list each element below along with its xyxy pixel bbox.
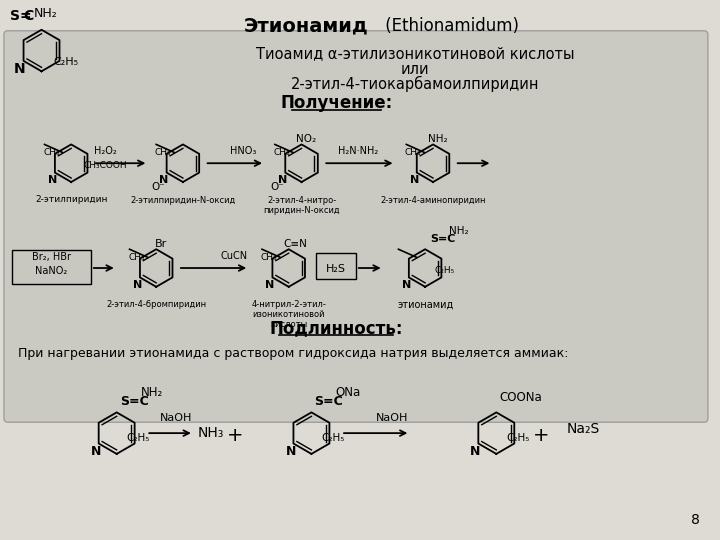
Text: C: C — [24, 9, 34, 23]
Text: NH₂: NH₂ — [140, 386, 163, 399]
Text: 4-нитрил-2-этил-
изоникотиновой
кислоты: 4-нитрил-2-этил- изоникотиновой кислоты — [251, 300, 326, 329]
Text: NaNO₂: NaNO₂ — [35, 266, 68, 276]
Text: 8: 8 — [691, 513, 700, 527]
Text: Br₂, HBr: Br₂, HBr — [32, 252, 71, 262]
Text: NaOH: NaOH — [377, 413, 409, 423]
Text: O⁻: O⁻ — [270, 182, 284, 192]
Text: H₂S: H₂S — [326, 264, 346, 274]
Text: C₂H₅: C₂H₅ — [322, 433, 345, 443]
Text: +: + — [227, 426, 243, 444]
Text: При нагревании этионамида с раствором гидроксида натрия выделяется аммиак:: При нагревании этионамида с раствором ги… — [18, 347, 568, 360]
Text: 2-этил-4-тиокарбамоилпиридин: 2-этил-4-тиокарбамоилпиридин — [291, 76, 539, 92]
Text: Этионамид: Этионамид — [244, 17, 369, 36]
FancyBboxPatch shape — [12, 250, 91, 284]
Text: CH₃: CH₃ — [405, 148, 422, 157]
Text: S=C: S=C — [315, 395, 343, 408]
Text: O⁻: O⁻ — [151, 182, 165, 192]
Text: C₂H₅: C₂H₅ — [54, 57, 78, 68]
Text: этионамид: этионамид — [397, 300, 454, 309]
Text: +: + — [533, 426, 549, 444]
FancyBboxPatch shape — [4, 31, 708, 422]
Text: CH₃: CH₃ — [274, 148, 290, 157]
Text: Br: Br — [155, 239, 167, 249]
Text: N: N — [470, 446, 481, 458]
Text: N: N — [410, 175, 419, 185]
Text: Получение:: Получение: — [280, 94, 392, 112]
Text: 2-этилпиридин-N-оксид: 2-этилпиридин-N-оксид — [130, 196, 235, 205]
Text: CH₃: CH₃ — [128, 253, 145, 262]
Text: CuCN: CuCN — [221, 251, 248, 261]
Text: N: N — [14, 62, 26, 76]
Text: C₂H₅: C₂H₅ — [435, 266, 455, 275]
Text: Подлинность:: Подлинность: — [269, 320, 403, 338]
Text: C₂H₅: C₂H₅ — [127, 433, 150, 443]
Text: COONa: COONa — [499, 392, 542, 404]
Text: H₂O₂: H₂O₂ — [94, 146, 117, 156]
Text: NH₂: NH₂ — [449, 226, 469, 237]
Text: C₂H₅: C₂H₅ — [506, 433, 530, 443]
Text: 2-этил-4-бромпиридин: 2-этил-4-бромпиридин — [106, 300, 206, 309]
Text: NH₂: NH₂ — [34, 7, 58, 20]
Text: 2-этил-4-аминопиридин: 2-этил-4-аминопиридин — [380, 196, 486, 205]
Text: ONa: ONa — [335, 386, 361, 399]
Text: CH₃: CH₃ — [261, 253, 277, 262]
Text: S=C: S=C — [430, 234, 456, 244]
Text: N: N — [160, 175, 168, 185]
Text: N: N — [286, 446, 296, 458]
Text: S=C: S=C — [120, 395, 148, 408]
Text: Тиоамид α-этилизоникотиновой кислоты: Тиоамид α-этилизоникотиновой кислоты — [256, 46, 575, 62]
Text: (Ethionamidum): (Ethionamidum) — [380, 17, 519, 35]
Text: N: N — [48, 175, 57, 185]
FancyBboxPatch shape — [316, 253, 356, 279]
Text: 2-этил-4-нитро-
пиридин-N-оксид: 2-этил-4-нитро- пиридин-N-оксид — [264, 196, 340, 215]
Text: NH₃: NH₃ — [197, 426, 224, 440]
Text: N: N — [132, 280, 142, 290]
Text: NO₂: NO₂ — [297, 134, 317, 145]
Text: C≡N: C≡N — [284, 239, 307, 249]
Text: H₂N·NH₂: H₂N·NH₂ — [338, 146, 378, 156]
Text: или: или — [401, 63, 430, 77]
Text: N: N — [91, 446, 101, 458]
Text: S=: S= — [10, 9, 32, 23]
FancyBboxPatch shape — [0, 3, 712, 537]
Text: NH₂: NH₂ — [428, 134, 448, 145]
Text: CH₃COOH: CH₃COOH — [84, 161, 127, 170]
Text: CH₃: CH₃ — [155, 148, 171, 157]
Text: N: N — [265, 280, 274, 290]
Text: N: N — [402, 280, 411, 290]
Text: CH₃: CH₃ — [43, 148, 60, 157]
Text: N: N — [278, 175, 287, 185]
Text: Na₂S: Na₂S — [567, 422, 600, 436]
Text: NaOH: NaOH — [160, 413, 192, 423]
Text: HNO₃: HNO₃ — [230, 146, 256, 156]
Text: 2-этилпиридин: 2-этилпиридин — [35, 195, 107, 204]
